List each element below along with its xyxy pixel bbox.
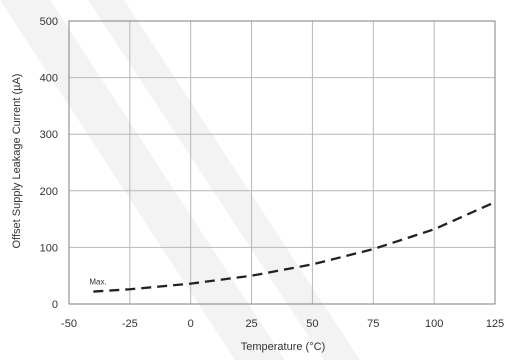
x-tick-label: -50 [61,318,77,330]
series-data-point [311,263,314,266]
x-axis-label: Temperature (°C) [241,341,325,353]
y-tick-label: 300 [40,129,58,141]
y-axis-label: Offset Supply Leakage Current (µA) [11,74,23,249]
x-tick-label: 100 [425,318,443,330]
x-tick-label: -25 [122,318,138,330]
x-tick-label: 25 [245,318,257,330]
series-data-point [189,282,192,285]
series-data-point [92,290,95,293]
y-tick-label: 200 [40,186,58,198]
x-tick-label: 0 [188,318,194,330]
series-layer [92,201,496,293]
watermark-stroke-1 [0,0,285,360]
y-tick-label: 500 [40,16,58,28]
y-tick-label: 400 [40,73,58,85]
watermark-layer [0,0,360,360]
tick-layer: -50 -25 0 25 50 75 100 125 0 100 200 300 400 500 [40,16,505,330]
series-label-max: Max. [89,278,106,287]
series-data-point [372,247,375,250]
series-data-point [433,228,436,231]
plot-frame [68,20,496,305]
x-tick-label: 125 [486,318,504,330]
x-tick-label: 75 [367,318,379,330]
y-tick-label: 100 [40,242,58,254]
x-tick-label: 50 [306,318,318,330]
watermark-stroke-2 [88,0,360,360]
series-data-point [250,274,253,277]
y-tick-label: 0 [52,299,58,311]
series-line-0 [93,201,496,293]
series-data-point [128,288,131,291]
series-data-point [493,201,496,204]
